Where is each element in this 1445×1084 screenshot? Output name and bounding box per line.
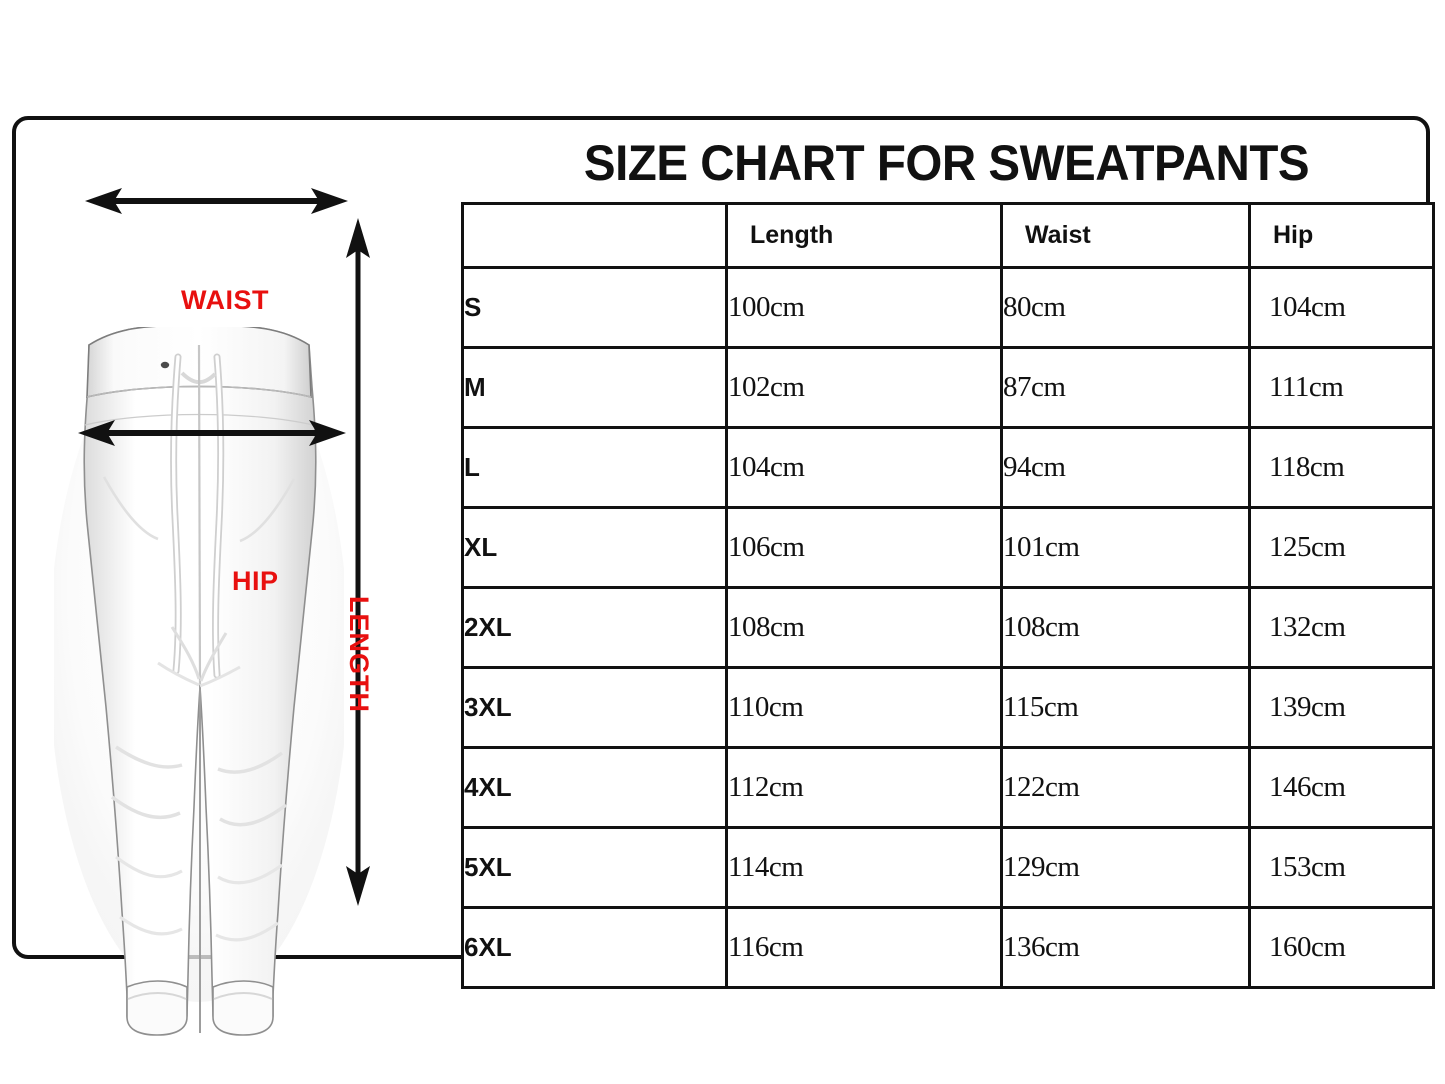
cell-waist: 136cm — [1000, 906, 1251, 989]
cell-size: S — [461, 266, 728, 349]
table-row: XL 106cm 101cm 125cm — [461, 506, 1435, 589]
hip-label: HIP — [232, 566, 279, 596]
cell-waist: 80cm — [1000, 266, 1251, 349]
cell-size: 4XL — [461, 746, 728, 829]
cell-hip: 153cm — [1248, 826, 1435, 909]
cell-waist: 87cm — [1000, 346, 1251, 429]
cell-length: 116cm — [725, 906, 1003, 989]
table-row: M 102cm 87cm 111cm — [461, 346, 1435, 429]
table-body: S 100cm 80cm 104cm M 102cm 87cm 111cm L … — [461, 266, 1435, 989]
size-chart-table: Length Waist Hip S 100cm 80cm 104cm M 10… — [461, 202, 1435, 989]
measurement-arrows — [78, 188, 370, 906]
cell-size: L — [461, 426, 728, 509]
length-label: LENGTH — [344, 596, 374, 713]
header-cell-hip: Hip — [1248, 202, 1435, 269]
cell-hip: 139cm — [1248, 666, 1435, 749]
header-cell-length: Length — [725, 202, 1003, 269]
table-row: 6XL 116cm 136cm 160cm — [461, 906, 1435, 989]
cell-length: 110cm — [725, 666, 1003, 749]
cell-size: 2XL — [461, 586, 728, 669]
waist-arrow-group — [85, 188, 348, 214]
cell-size: 5XL — [461, 826, 728, 909]
table-row: L 104cm 94cm 118cm — [461, 426, 1435, 509]
table-row: S 100cm 80cm 104cm — [461, 266, 1435, 349]
cell-hip: 118cm — [1248, 426, 1435, 509]
table-header: Length Waist Hip — [461, 202, 1435, 269]
table-row: 4XL 112cm 122cm 146cm — [461, 746, 1435, 829]
cell-waist: 129cm — [1000, 826, 1251, 909]
page-title: SIZE CHART FOR SWEATPANTS — [583, 135, 1310, 191]
cell-waist: 108cm — [1000, 586, 1251, 669]
hip-arrow-group — [78, 420, 346, 446]
cell-hip: 160cm — [1248, 906, 1435, 989]
cell-hip: 125cm — [1248, 506, 1435, 589]
table-row: 2XL 108cm 108cm 132cm — [461, 586, 1435, 669]
cell-waist: 115cm — [1000, 666, 1251, 749]
cell-length: 114cm — [725, 826, 1003, 909]
header-cell-waist: Waist — [1000, 202, 1251, 269]
cell-hip: 111cm — [1248, 346, 1435, 429]
cell-size: 3XL — [461, 666, 728, 749]
table-row: 5XL 114cm 129cm 153cm — [461, 826, 1435, 909]
length-arrow-group — [346, 218, 370, 906]
cell-hip: 146cm — [1248, 746, 1435, 829]
cell-hip: 132cm — [1248, 586, 1435, 669]
cell-waist: 122cm — [1000, 746, 1251, 829]
cell-waist: 94cm — [1000, 426, 1251, 509]
garment-illustration-panel: WAIST HIP LENGTH — [14, 122, 450, 1036]
cell-length: 108cm — [725, 586, 1003, 669]
cell-hip: 104cm — [1248, 266, 1435, 349]
cell-size: 6XL — [461, 906, 728, 989]
header-cell-size — [461, 202, 728, 269]
cell-length: 112cm — [725, 746, 1003, 829]
header-row: Length Waist Hip — [461, 202, 1435, 269]
cell-length: 104cm — [725, 426, 1003, 509]
cell-size: XL — [461, 506, 728, 589]
cell-waist: 101cm — [1000, 506, 1251, 589]
sweatpants-illustration — [54, 327, 344, 1036]
cell-size: M — [461, 346, 728, 429]
waist-label: WAIST — [181, 285, 269, 315]
cell-length: 106cm — [725, 506, 1003, 589]
cell-length: 100cm — [725, 266, 1003, 349]
table-row: 3XL 110cm 115cm 139cm — [461, 666, 1435, 749]
cell-length: 102cm — [725, 346, 1003, 429]
